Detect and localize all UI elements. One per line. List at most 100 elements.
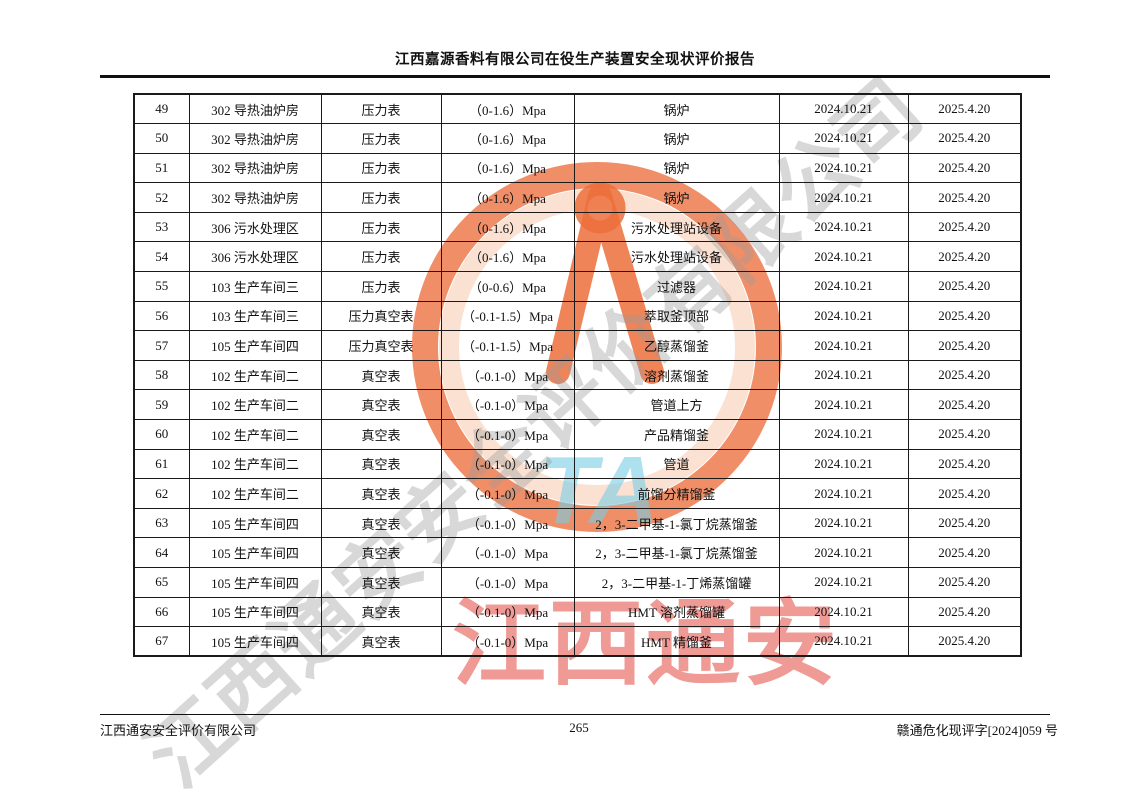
cell-location: 102 生产车间二: [188, 478, 322, 509]
cell-index: 59: [133, 389, 190, 421]
cell-gauge-type: 真空表: [320, 389, 442, 421]
cell-location: 306 污水处理区: [188, 241, 322, 273]
cell-range: （-0.1-0）Mpa: [440, 419, 575, 450]
cell-index: 61: [133, 448, 190, 480]
cell-location: 105 生产车间四: [188, 626, 322, 657]
cell-index: 64: [133, 537, 190, 568]
cell-range: （-0.1-0）Mpa: [440, 507, 575, 539]
table-row: 60 102 生产车间二 真空表 （-0.1-0）Mpa 产品精馏釜 2024.10.21…: [133, 419, 1022, 450]
cell-equipment: 锅炉: [573, 182, 780, 213]
table-row: 54 306 污水处理区 压力表 （0-1.6）Mpa 污水处理站设备 2024.10.2…: [133, 241, 1022, 273]
cell-range: （-0.1-0）Mpa: [440, 448, 575, 480]
cell-check-date: 2024.10.21: [778, 123, 909, 154]
cell-index: 57: [133, 330, 190, 361]
table-row: 61 102 生产车间二 真空表 （-0.1-0）Mpa 管道 2024.10.21 202…: [133, 448, 1022, 480]
cell-range: （-0.1-0）Mpa: [440, 478, 575, 509]
cell-gauge-type: 真空表: [320, 478, 442, 509]
table-row: 49 302 导热油炉房 压力表 （0-1.6）Mpa 锅炉 2024.10.21 2025…: [133, 93, 1022, 125]
cell-valid-date: 2025.4.20: [907, 330, 1022, 361]
table-row: 56 103 生产车间三 压力真空表 （-0.1-1.5）Mpa 萃取釜顶部 2024.1…: [133, 300, 1022, 332]
cell-location: 102 生产车间二: [188, 448, 322, 480]
cell-location: 105 生产车间四: [188, 537, 322, 568]
cell-range: （-0.1-0）Mpa: [440, 359, 575, 391]
table-row: 55 103 生产车间三 压力表 （0-0.6）Mpa 过滤器 2024.10.21 202…: [133, 271, 1022, 302]
cell-range: （0-1.6）Mpa: [440, 241, 575, 273]
cell-location: 105 生产车间四: [188, 567, 322, 598]
page-footer: 江西通安安全评价有限公司 265 赣通危化现评字[2024]059 号: [100, 720, 1058, 740]
cell-range: （0-1.6）Mpa: [440, 93, 575, 125]
cell-valid-date: 2025.4.20: [907, 359, 1022, 391]
footer-rule: [100, 714, 1050, 716]
cell-range: （0-1.6）Mpa: [440, 152, 575, 184]
cell-valid-date: 2025.4.20: [907, 211, 1022, 243]
cell-gauge-type: 压力真空表: [320, 300, 442, 332]
cell-gauge-type: 真空表: [320, 419, 442, 450]
cell-check-date: 2024.10.21: [778, 182, 909, 213]
cell-location: 302 导热油炉房: [188, 152, 322, 184]
cell-index: 55: [133, 271, 190, 302]
cell-range: （-0.1-1.5）Mpa: [440, 330, 575, 361]
cell-gauge-type: 压力表: [320, 182, 442, 213]
cell-location: 302 导热油炉房: [188, 182, 322, 213]
footer-company: 江西通安安全评价有限公司: [100, 723, 257, 738]
cell-check-date: 2024.10.21: [778, 359, 909, 391]
cell-check-date: 2024.10.21: [778, 419, 909, 450]
cell-location: 103 生产车间三: [188, 271, 322, 302]
cell-range: （-0.1-0）Mpa: [440, 537, 575, 568]
cell-valid-date: 2025.4.20: [907, 448, 1022, 480]
cell-valid-date: 2025.4.20: [907, 626, 1022, 657]
cell-range: （-0.1-0）Mpa: [440, 596, 575, 628]
table-row: 53 306 污水处理区 压力表 （0-1.6）Mpa 污水处理站设备 2024.10.2…: [133, 211, 1022, 243]
cell-valid-date: 2025.4.20: [907, 93, 1022, 125]
cell-range: （0-0.6）Mpa: [440, 271, 575, 302]
table-row: 66 105 生产车间四 真空表 （-0.1-0）Mpa HMT 溶剂蒸馏罐 2024.1…: [133, 596, 1022, 628]
cell-valid-date: 2025.4.20: [907, 567, 1022, 598]
cell-location: 105 生产车间四: [188, 596, 322, 628]
cell-range: （-0.1-0）Mpa: [440, 567, 575, 598]
cell-check-date: 2024.10.21: [778, 330, 909, 361]
cell-index: 53: [133, 211, 190, 243]
cell-valid-date: 2025.4.20: [907, 300, 1022, 332]
cell-equipment: 前馏分精馏釜: [573, 478, 780, 509]
cell-equipment: HMT 精馏釜: [573, 626, 780, 657]
cell-equipment: 管道上方: [573, 389, 780, 421]
cell-equipment: 过滤器: [573, 271, 780, 302]
cell-gauge-type: 压力表: [320, 241, 442, 273]
table-row: 51 302 导热油炉房 压力表 （0-1.6）Mpa 锅炉 2024.10.21 2025…: [133, 152, 1022, 184]
cell-equipment: 2，3-二甲基-1-氯丁烷蒸馏釜: [573, 507, 780, 539]
cell-gauge-type: 真空表: [320, 567, 442, 598]
cell-range: （0-1.6）Mpa: [440, 123, 575, 154]
cell-range: （-0.1-1.5）Mpa: [440, 300, 575, 332]
cell-range: （0-1.6）Mpa: [440, 211, 575, 243]
cell-gauge-type: 真空表: [320, 596, 442, 628]
table-row: 50 302 导热油炉房 压力表 （0-1.6）Mpa 锅炉 2024.10.21 2025…: [133, 123, 1022, 154]
table-row: 52 302 导热油炉房 压力表 （0-1.6）Mpa 锅炉 2024.10.21 2025…: [133, 182, 1022, 213]
cell-equipment: 锅炉: [573, 93, 780, 125]
cell-gauge-type: 压力表: [320, 271, 442, 302]
cell-check-date: 2024.10.21: [778, 537, 909, 568]
cell-location: 105 生产车间四: [188, 330, 322, 361]
cell-check-date: 2024.10.21: [778, 596, 909, 628]
gauge-calibration-table: 49 302 导热油炉房 压力表 （0-1.6）Mpa 锅炉 2024.10.21 2025…: [133, 93, 1022, 658]
table-row: 59 102 生产车间二 真空表 （-0.1-0）Mpa 管道上方 2024.10.21 2…: [133, 389, 1022, 421]
table-row: 67 105 生产车间四 真空表 （-0.1-0）Mpa HMT 精馏釜 2024.10.…: [133, 626, 1022, 657]
cell-gauge-type: 真空表: [320, 626, 442, 657]
cell-check-date: 2024.10.21: [778, 626, 909, 657]
cell-valid-date: 2025.4.20: [907, 152, 1022, 184]
cell-location: 302 导热油炉房: [188, 93, 322, 125]
cell-gauge-type: 压力表: [320, 123, 442, 154]
cell-index: 58: [133, 359, 190, 391]
cell-check-date: 2024.10.21: [778, 448, 909, 480]
cell-equipment: 萃取釜顶部: [573, 300, 780, 332]
cell-equipment: 锅炉: [573, 123, 780, 154]
calibration-table-body: 49 302 导热油炉房 压力表 （0-1.6）Mpa 锅炉 2024.10.21 2025…: [133, 93, 1022, 657]
cell-check-date: 2024.10.21: [778, 93, 909, 125]
cell-valid-date: 2025.4.20: [907, 419, 1022, 450]
table-row: 58 102 生产车间二 真空表 （-0.1-0）Mpa 溶剂蒸馏釜 2024.10.21…: [133, 359, 1022, 391]
header-rule: [100, 75, 1050, 78]
cell-equipment: 污水处理站设备: [573, 211, 780, 243]
cell-range: （-0.1-0）Mpa: [440, 389, 575, 421]
cell-index: 62: [133, 478, 190, 509]
cell-valid-date: 2025.4.20: [907, 596, 1022, 628]
